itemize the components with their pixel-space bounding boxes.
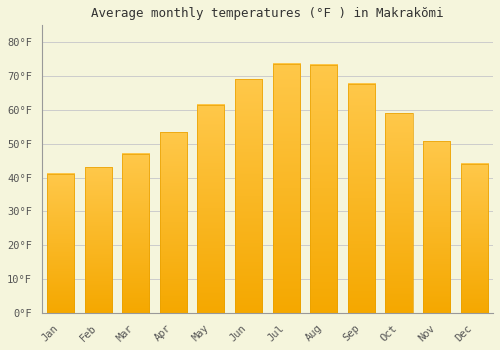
Bar xyxy=(386,113,412,313)
Bar xyxy=(310,64,338,313)
Bar xyxy=(460,164,488,313)
Bar xyxy=(47,174,74,313)
Bar xyxy=(348,84,375,313)
Bar xyxy=(272,64,299,313)
Bar xyxy=(84,167,112,313)
Bar xyxy=(235,79,262,313)
Bar xyxy=(423,141,450,313)
Bar xyxy=(198,105,224,313)
Bar xyxy=(160,132,187,313)
Title: Average monthly temperatures (°F ) in Makrakŏmi: Average monthly temperatures (°F ) in Ma… xyxy=(91,7,444,20)
Bar xyxy=(122,154,149,313)
